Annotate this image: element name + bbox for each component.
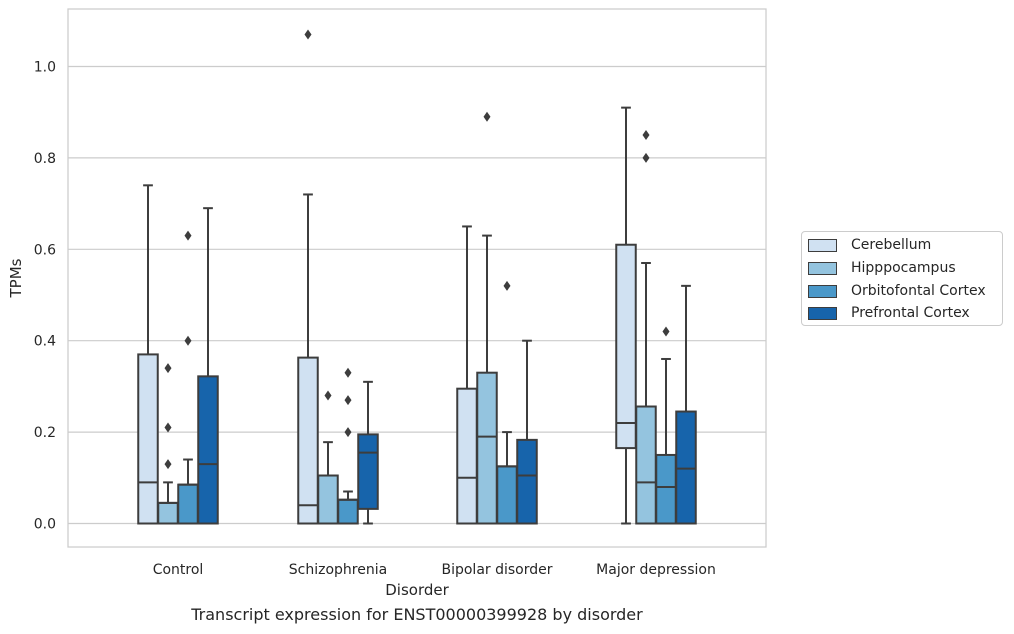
x-tick-label: Bipolar disorder [441, 562, 552, 578]
legend-swatch-cerebellum [808, 238, 837, 252]
box-cerebellum-control [137, 184, 159, 525]
box-body [615, 243, 637, 450]
box-body [655, 453, 677, 525]
legend-label: Prefrontal Cortex [851, 305, 970, 321]
x-tick-labels: Control Schizophrenia Bipolar disorder Majo… [153, 562, 716, 578]
outlier-point [344, 367, 352, 378]
box-body [137, 353, 159, 525]
y-tick-labels: 0.0 0.2 0.4 0.6 0.8 1.0 [34, 60, 56, 533]
outlier-point [164, 422, 172, 433]
outlier-point [324, 390, 332, 401]
outlier-point [642, 152, 650, 163]
outlier-point [642, 130, 650, 141]
box-hipppocampus-schizophrenia [317, 390, 339, 525]
outlier-point [344, 427, 352, 438]
x-tick-label: Schizophrenia [289, 562, 387, 578]
outlier-point [483, 111, 491, 122]
box-prefrontal-cortex-schizophrenia [357, 380, 379, 525]
box-cerebellum-major-depression [615, 106, 637, 525]
x-tick-label: Major depression [596, 562, 716, 578]
legend-label: Cerebellum [851, 237, 932, 253]
outlier-point [503, 280, 511, 291]
y-tick-label: 1.0 [34, 60, 56, 76]
box-body [157, 501, 179, 525]
box-body [496, 465, 518, 525]
outlier-point [184, 335, 192, 346]
outlier-point [164, 459, 172, 470]
box-body [317, 474, 339, 525]
legend-item-hippocampus: Hipppocampus [808, 258, 956, 278]
legend-swatch-orbitofrontal [808, 284, 837, 298]
x-axis-label: Disorder [385, 581, 449, 599]
box-body [675, 410, 697, 525]
box-orbitofontal-cortex-bipolar-disorder [496, 280, 518, 525]
legend-item-orbitofrontal: Orbitofontal Cortex [808, 281, 986, 301]
box-prefrontal-cortex-bipolar-disorder [516, 339, 538, 525]
box-prefrontal-cortex-major-depression [675, 284, 697, 525]
box-cerebellum-schizophrenia [297, 29, 319, 525]
box-body [476, 371, 498, 525]
outlier-point [344, 395, 352, 406]
outlier-point [304, 29, 312, 40]
y-axis-label: TPMs [7, 258, 25, 298]
box-prefrontal-cortex-control [197, 207, 219, 525]
box-orbitofontal-cortex-major-depression [655, 326, 677, 525]
boxes [137, 29, 697, 525]
box-body [456, 387, 478, 525]
box-body [337, 498, 359, 525]
outlier-point [164, 363, 172, 374]
outlier-point [662, 326, 670, 337]
y-tick-label: 0.4 [34, 334, 56, 350]
y-tick-label: 0.8 [34, 151, 56, 167]
legend-item-cerebellum: Cerebellum [808, 235, 931, 255]
legend-swatch-hippocampus [808, 261, 837, 275]
figure-caption: Transcript expression for ENST0000039992… [191, 605, 643, 624]
box-body [177, 483, 199, 525]
outlier-point [184, 230, 192, 241]
box-body [516, 438, 538, 525]
box-cerebellum-bipolar-disorder [456, 225, 478, 525]
box-hipppocampus-major-depression [635, 130, 657, 525]
box-hipppocampus-bipolar-disorder [476, 111, 498, 525]
y-tick-label: 0.2 [34, 425, 56, 441]
y-tick-label: 0.6 [34, 242, 56, 258]
box-orbitofontal-cortex-control [177, 230, 199, 525]
box-body [297, 356, 319, 525]
box-body [635, 405, 657, 525]
legend: Cerebellum Hipppocampus Orbitofontal Cor… [801, 231, 1003, 326]
y-tick-label: 0.0 [34, 517, 56, 533]
box-body [197, 375, 219, 525]
legend-item-prefrontal: Prefrontal Cortex [808, 303, 970, 323]
plot-frame [67, 8, 767, 548]
box-hipppocampus-control [157, 363, 179, 525]
box-body [357, 433, 379, 510]
box-orbitofontal-cortex-schizophrenia [337, 367, 359, 525]
x-tick-label: Control [153, 562, 204, 578]
legend-swatch-prefrontal [808, 306, 837, 320]
legend-label: Hipppocampus [851, 260, 956, 276]
legend-label: Orbitofontal Cortex [851, 283, 986, 299]
